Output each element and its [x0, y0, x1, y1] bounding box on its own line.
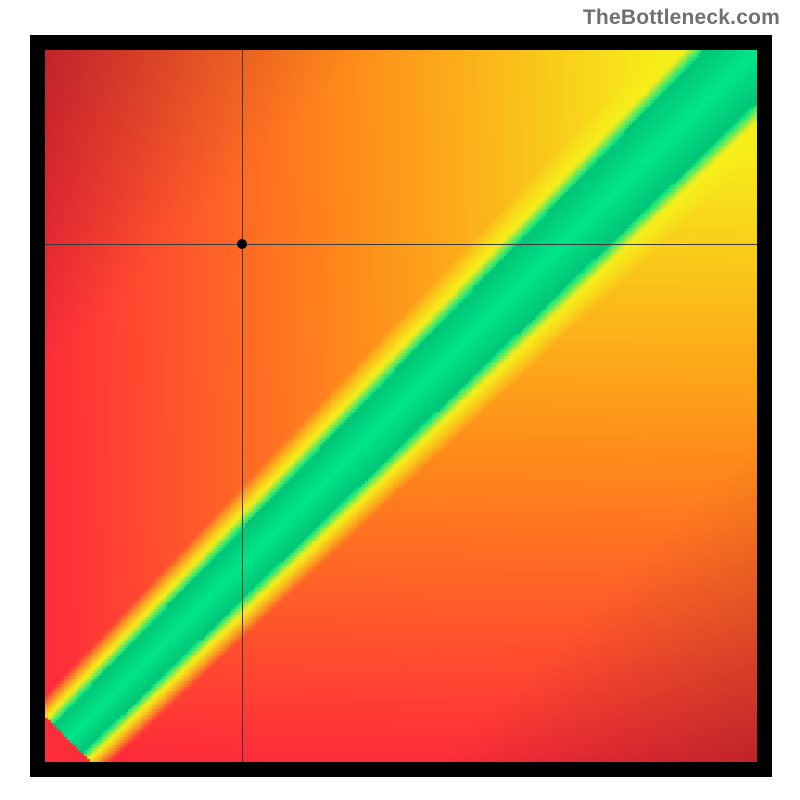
- crosshair-dot: [237, 239, 247, 249]
- heatmap-plot: [30, 35, 772, 777]
- watermark: TheBottleneck.com: [583, 6, 780, 30]
- crosshair-horizontal: [45, 244, 757, 245]
- heatmap-canvas: [45, 50, 757, 762]
- chart-container: TheBottleneck.com: [0, 0, 800, 800]
- crosshair-vertical: [242, 50, 243, 762]
